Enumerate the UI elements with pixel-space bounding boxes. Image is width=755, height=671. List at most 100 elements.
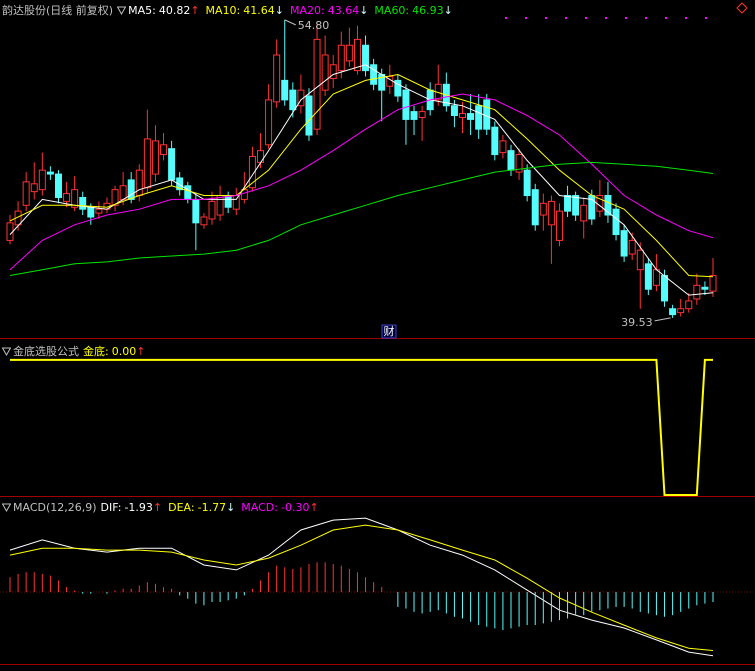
indicator-title: 金底选股公式 <box>13 345 79 358</box>
candle-body <box>564 195 572 212</box>
annotation-arrow <box>654 317 671 322</box>
candle-body <box>580 204 588 222</box>
legend-value: -1.77 <box>197 501 227 514</box>
legend-name: DIF: <box>100 501 122 514</box>
candle-body <box>248 155 256 189</box>
candle-body <box>644 263 652 290</box>
legend-value: -0.30 <box>280 501 310 514</box>
candle-body <box>71 189 79 208</box>
candle-body <box>459 113 467 118</box>
legend-value: 40.82 <box>158 3 191 17</box>
diamond-icon[interactable] <box>736 2 748 14</box>
candle-body <box>160 144 168 156</box>
candle-body <box>256 150 264 163</box>
event-marker-box[interactable] <box>381 324 397 339</box>
candle-body <box>127 179 135 200</box>
candle-body <box>523 169 531 197</box>
candle-body <box>151 140 159 175</box>
candle-body <box>135 169 143 197</box>
candle-body <box>410 111 418 120</box>
candle-body <box>232 195 240 210</box>
series-line <box>9 524 714 651</box>
candle-body <box>54 173 62 198</box>
legend-entry: DIF: -1.93↑ <box>101 501 163 514</box>
candle-body <box>709 275 717 292</box>
legend-entry: MA5: 40.82↑ <box>128 4 199 17</box>
legend-trend: ↑ <box>309 501 319 514</box>
candle-body <box>63 193 71 202</box>
legend-value: 46.93 <box>412 3 444 17</box>
candle-body <box>499 140 507 154</box>
candle-body <box>507 150 515 171</box>
candle-body <box>46 171 54 175</box>
candle-body <box>143 138 151 189</box>
series-line <box>9 93 714 271</box>
legend-name: DEA: <box>168 501 195 514</box>
legend-trend: ↑ <box>190 3 200 17</box>
candle-body <box>483 99 491 130</box>
candle-body <box>305 95 313 136</box>
legend-trend: ↑ <box>152 501 163 514</box>
candle-body <box>661 275 669 302</box>
legend-name: MA5: <box>128 3 156 17</box>
legend-trend: ↑ <box>136 345 146 358</box>
series-line <box>9 517 714 657</box>
candle-body <box>402 89 410 120</box>
legend-value: 43.64 <box>327 3 360 17</box>
series-line <box>9 161 714 276</box>
legend-name: MA10: <box>205 3 241 17</box>
candle-body <box>321 54 329 91</box>
legend-trend: ↓ <box>443 3 453 17</box>
candle-body <box>539 202 547 216</box>
candle-body <box>620 230 628 257</box>
candle-body <box>192 198 200 224</box>
signal-dots <box>505 17 707 19</box>
candle-body <box>628 239 636 255</box>
candle-body <box>176 177 184 191</box>
legend-name: MA20: <box>289 3 325 17</box>
indicator-title: MACD(12,26,9) <box>13 501 97 514</box>
candle-body <box>701 286 709 290</box>
collapse-icon[interactable] <box>117 6 127 15</box>
series-line <box>10 358 713 496</box>
candle-body <box>353 38 361 72</box>
candle-body <box>612 208 620 236</box>
legend-entry: MACD: -0.30↑ <box>241 501 318 514</box>
legend-entry: 金底: 0.00↑ <box>83 343 145 359</box>
legend-value: 0.00 <box>111 345 137 358</box>
candle-body <box>313 38 321 130</box>
candle-body <box>79 196 87 210</box>
panel-header: MACD(12,26,9) DIF: -1.93↑ DEA: -1.77↓ MACD: -0… <box>2 501 325 514</box>
candle-body <box>547 200 555 226</box>
candle-body <box>208 200 216 220</box>
candle-body <box>168 148 176 181</box>
candle-body <box>22 181 30 206</box>
candle-body <box>30 183 38 193</box>
candle-body <box>394 79 402 97</box>
candle-body <box>119 185 127 200</box>
candle-body <box>555 210 563 241</box>
collapse-icon[interactable] <box>2 347 11 356</box>
candle-body <box>265 99 273 146</box>
legend-name: MA60: <box>374 3 410 17</box>
candle-body <box>216 195 224 216</box>
annotation-arrow <box>284 19 296 26</box>
legend-entry: MA20: 43.64↓ <box>290 4 368 17</box>
candle-body <box>370 64 378 85</box>
legend-trend: ↓ <box>226 501 236 514</box>
collapse-icon[interactable] <box>2 503 11 512</box>
legend-trend: ↓ <box>359 3 369 17</box>
legend-entry: MA60: 46.93↓ <box>374 4 452 17</box>
event-marker[interactable]: 财 <box>384 324 395 338</box>
candle-body <box>677 308 685 314</box>
candle-body <box>604 195 612 216</box>
candle-body <box>273 54 281 103</box>
panel-header: 金底选股公式 金底: 0.00↑ <box>2 343 151 359</box>
candle-body <box>87 206 95 218</box>
candle-body <box>572 195 580 216</box>
candle-body <box>95 208 103 214</box>
legend-name: MACD: <box>241 501 278 514</box>
candle-body <box>693 284 701 300</box>
